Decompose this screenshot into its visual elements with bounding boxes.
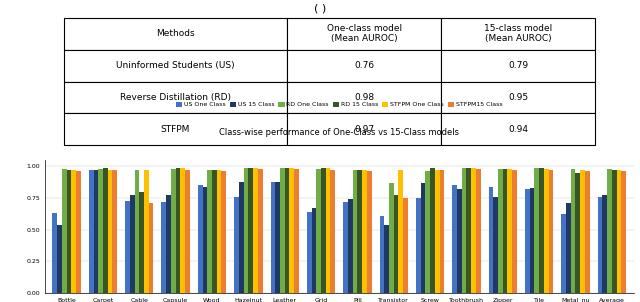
Bar bbox=[544, 169, 548, 293]
Text: ( ): ( ) bbox=[314, 3, 326, 13]
Bar bbox=[198, 185, 202, 293]
Bar bbox=[534, 168, 539, 293]
Bar bbox=[362, 170, 367, 293]
Bar bbox=[212, 170, 217, 293]
Bar bbox=[207, 170, 212, 293]
Bar bbox=[316, 169, 321, 293]
Bar bbox=[202, 187, 207, 293]
Bar bbox=[258, 169, 262, 293]
Bar bbox=[598, 197, 602, 293]
Bar bbox=[103, 168, 108, 293]
Bar bbox=[217, 170, 221, 293]
Bar bbox=[130, 195, 134, 293]
Bar bbox=[353, 170, 357, 293]
Bar bbox=[357, 170, 362, 293]
Bar bbox=[275, 182, 280, 293]
Bar bbox=[471, 168, 476, 293]
Bar bbox=[185, 170, 190, 293]
Bar bbox=[493, 197, 498, 293]
Bar bbox=[307, 212, 312, 293]
Bar bbox=[330, 170, 335, 293]
Bar bbox=[140, 192, 144, 293]
Bar bbox=[452, 185, 457, 293]
Bar bbox=[62, 169, 67, 293]
Bar bbox=[399, 170, 403, 293]
Bar bbox=[621, 172, 626, 293]
Bar bbox=[525, 189, 530, 293]
Bar bbox=[180, 168, 185, 293]
Bar bbox=[389, 183, 394, 293]
Bar bbox=[426, 172, 430, 293]
Bar bbox=[239, 182, 244, 293]
Bar bbox=[271, 182, 275, 293]
Bar bbox=[57, 225, 62, 293]
Bar bbox=[253, 168, 258, 293]
Bar bbox=[367, 172, 372, 293]
Bar bbox=[98, 169, 103, 293]
Bar bbox=[585, 172, 589, 293]
Legend: US One Class, US 15 Class, RD One Class, RD 15 Class, STFPM One Class, STFPM15 C: US One Class, US 15 Class, RD One Class,… bbox=[173, 99, 505, 110]
Bar bbox=[93, 170, 98, 293]
Title: Class-wise performance of One-Class vs 15-Class models: Class-wise performance of One-Class vs 1… bbox=[220, 128, 460, 137]
Bar bbox=[571, 169, 575, 293]
Bar bbox=[566, 203, 571, 293]
Bar bbox=[67, 170, 71, 293]
Bar bbox=[512, 170, 517, 293]
Bar bbox=[548, 170, 553, 293]
Bar bbox=[285, 168, 289, 293]
Bar bbox=[326, 168, 330, 293]
Bar bbox=[394, 195, 399, 293]
Bar bbox=[488, 187, 493, 293]
Bar bbox=[403, 198, 408, 293]
Bar bbox=[108, 170, 113, 293]
Bar bbox=[134, 170, 140, 293]
Bar bbox=[343, 202, 348, 293]
Bar bbox=[561, 214, 566, 293]
Bar bbox=[498, 169, 503, 293]
Bar bbox=[580, 170, 585, 293]
Bar bbox=[607, 169, 612, 293]
Bar bbox=[503, 169, 508, 293]
Bar bbox=[435, 170, 440, 293]
Bar bbox=[289, 168, 294, 293]
Bar bbox=[416, 198, 420, 293]
Bar bbox=[476, 169, 481, 293]
Bar bbox=[166, 195, 171, 293]
Bar bbox=[539, 168, 544, 293]
Bar bbox=[221, 172, 226, 293]
Bar bbox=[348, 199, 353, 293]
Bar bbox=[52, 213, 57, 293]
Bar bbox=[148, 203, 154, 293]
Bar bbox=[248, 168, 253, 293]
Bar bbox=[71, 170, 76, 293]
Bar bbox=[508, 169, 512, 293]
Bar bbox=[144, 170, 148, 293]
Bar bbox=[89, 170, 93, 293]
Bar bbox=[280, 168, 285, 293]
Bar bbox=[384, 225, 389, 293]
Bar bbox=[125, 201, 130, 293]
Bar bbox=[616, 170, 621, 293]
Bar bbox=[380, 216, 384, 293]
Bar bbox=[430, 168, 435, 293]
Bar bbox=[457, 189, 461, 293]
Bar bbox=[461, 168, 467, 293]
Bar bbox=[161, 202, 166, 293]
Bar bbox=[530, 188, 534, 293]
Bar bbox=[175, 168, 180, 293]
Bar bbox=[602, 195, 607, 293]
Bar bbox=[420, 183, 426, 293]
Bar bbox=[234, 197, 239, 293]
Bar bbox=[294, 169, 299, 293]
Bar bbox=[171, 169, 175, 293]
Bar bbox=[440, 170, 444, 293]
Bar bbox=[113, 170, 117, 293]
Bar bbox=[76, 172, 81, 293]
Bar bbox=[244, 168, 248, 293]
Bar bbox=[321, 168, 326, 293]
Bar bbox=[612, 170, 616, 293]
Bar bbox=[467, 168, 471, 293]
Bar bbox=[312, 208, 316, 293]
Bar bbox=[575, 173, 580, 293]
